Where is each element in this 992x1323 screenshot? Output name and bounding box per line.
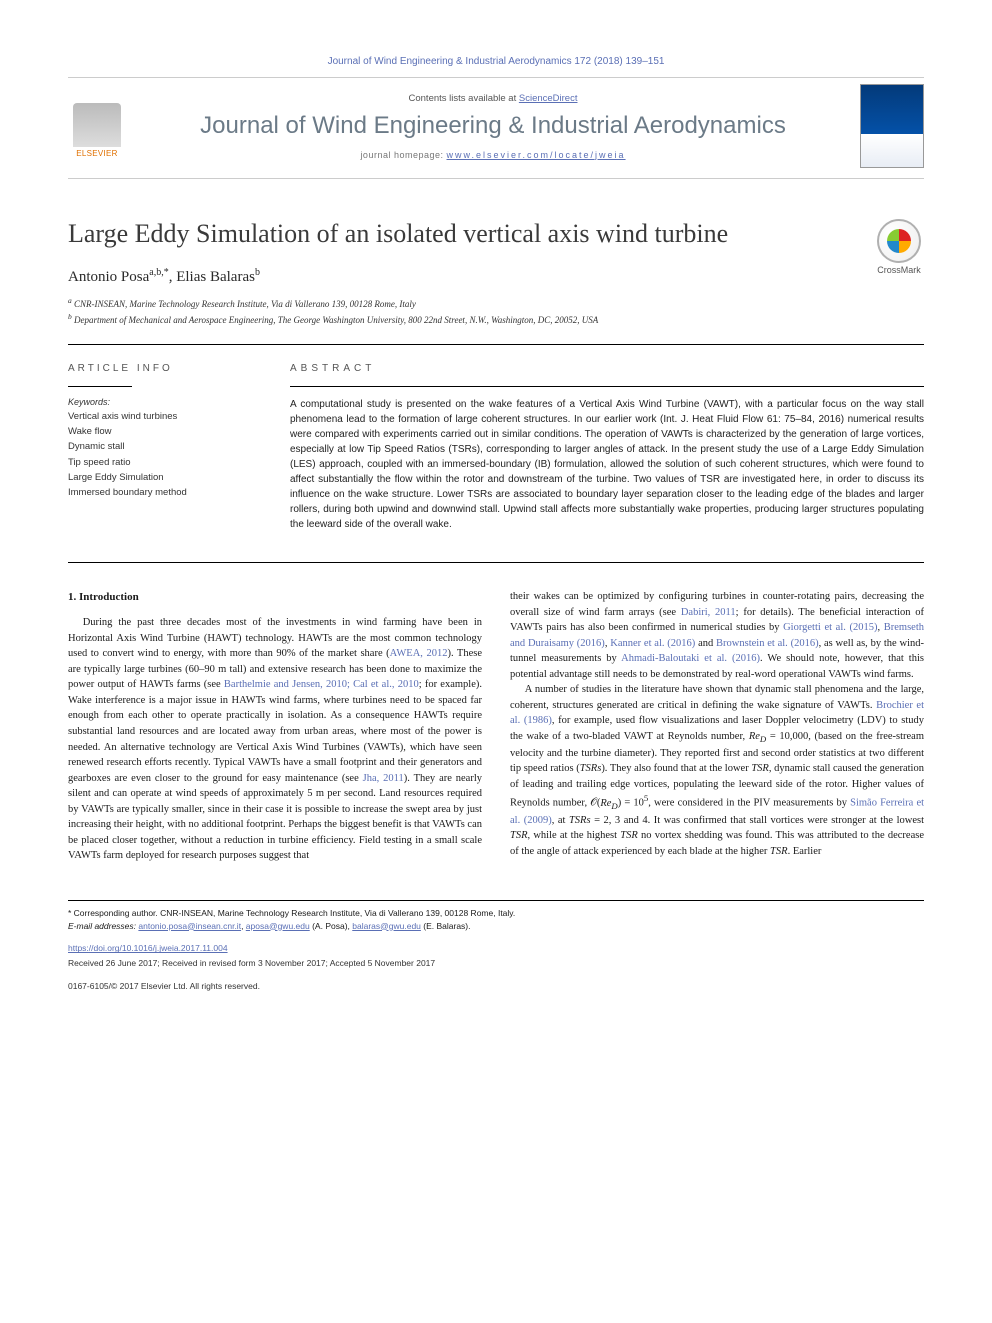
corresponding-author: * Corresponding author. CNR-INSEAN, Mari… [68, 907, 924, 920]
email-who: (A. Posa), [310, 921, 353, 931]
article-info-head: ARTICLE INFO [68, 363, 258, 374]
email-line: E-mail addresses: antonio.posa@insean.cn… [68, 920, 924, 933]
crossmark-badge[interactable]: CrossMark [874, 219, 924, 275]
email-who: (E. Balaras). [421, 921, 471, 931]
keyword: Immersed boundary method [68, 485, 258, 500]
author-1-affil-marks: a,b,* [149, 267, 168, 278]
citation-link[interactable]: Kanner et al. (2016) [610, 638, 695, 649]
citation-link[interactable]: Brochier et al. (1986) [510, 700, 924, 727]
issn-copyright: 0167-6105/© 2017 Elsevier Ltd. All right… [68, 980, 924, 993]
homepage-prefix: journal homepage: [360, 150, 446, 160]
citation-link[interactable]: Brownstein et al. (2016) [716, 638, 819, 649]
elsevier-label: ELSEVIER [76, 149, 118, 158]
author-2: Elias Balaras [176, 269, 255, 285]
email-label: E-mail addresses: [68, 921, 138, 931]
body-paragraph: A number of studies in the literature ha… [510, 682, 924, 859]
email-link[interactable]: antonio.posa@insean.cnr.it [138, 921, 241, 931]
body-paragraph: their wakes can be optimized by configur… [510, 589, 924, 682]
keywords-label: Keywords: [68, 397, 258, 407]
journal-homepage-line: journal homepage: www.elsevier.com/locat… [140, 150, 846, 160]
rule [68, 386, 132, 387]
doi-link[interactable]: https://doi.org/10.1016/j.jweia.2017.11.… [68, 942, 924, 955]
elsevier-tree-icon [73, 103, 121, 147]
affiliation-a-text: CNR-INSEAN, Marine Technology Research I… [74, 299, 416, 309]
rule [68, 344, 924, 345]
journal-header: ELSEVIER Contents lists available at Sci… [68, 77, 924, 179]
crossmark-icon [877, 219, 921, 263]
contents-prefix: Contents lists available at [409, 93, 519, 104]
keyword: Large Eddy Simulation [68, 470, 258, 485]
running-header: Journal of Wind Engineering & Industrial… [68, 56, 924, 67]
abstract-text: A computational study is presented on th… [290, 397, 924, 532]
article-history: Received 26 June 2017; Received in revis… [68, 957, 924, 970]
journal-cover-thumbnail [860, 84, 924, 168]
keyword: Wake flow [68, 424, 258, 439]
keyword: Tip speed ratio [68, 455, 258, 470]
body-paragraph: During the past three decades most of th… [68, 615, 482, 864]
citation-link[interactable]: Ahmadi-Baloutaki et al. (2016) [621, 653, 760, 664]
article-title: Large Eddy Simulation of an isolated ver… [68, 219, 856, 249]
abstract-head: ABSTRACT [290, 363, 924, 374]
elsevier-logo: ELSEVIER [68, 94, 126, 158]
citation-link[interactable]: Giorgetti et al. (2015) [783, 622, 877, 633]
citation-link[interactable]: AWEA, 2012 [390, 648, 448, 659]
contents-list-line: Contents lists available at ScienceDirec… [140, 93, 846, 104]
journal-name: Journal of Wind Engineering & Industrial… [140, 112, 846, 140]
section-heading: 1. Introduction [68, 589, 482, 605]
author-1: Antonio Posa [68, 269, 149, 285]
journal-homepage-link[interactable]: www.elsevier.com/locate/jweia [447, 150, 626, 160]
crossmark-label: CrossMark [877, 265, 921, 275]
author-2-affil-marks: b [255, 267, 260, 278]
sciencedirect-link[interactable]: ScienceDirect [519, 93, 578, 104]
keyword: Vertical axis wind turbines [68, 409, 258, 424]
citation-link[interactable]: Jha, 2011 [363, 773, 404, 784]
citation-link[interactable]: Dabiri, 2011 [681, 607, 736, 618]
authors: Antonio Posaa,b,*, Elias Balarasb [68, 267, 856, 286]
affiliation-b-text: Department of Mechanical and Aerospace E… [74, 315, 598, 325]
citation-link[interactable]: Barthelmie and Jensen, 2010; Cal et al.,… [224, 679, 419, 690]
rule [68, 562, 924, 563]
rule [290, 386, 924, 387]
affiliation-a: a CNR-INSEAN, Marine Technology Research… [68, 296, 856, 309]
email-link[interactable]: aposa@gwu.edu [246, 921, 310, 931]
affiliation-b: b Department of Mechanical and Aerospace… [68, 312, 856, 325]
email-link[interactable]: balaras@gwu.edu [352, 921, 421, 931]
keyword: Dynamic stall [68, 439, 258, 454]
